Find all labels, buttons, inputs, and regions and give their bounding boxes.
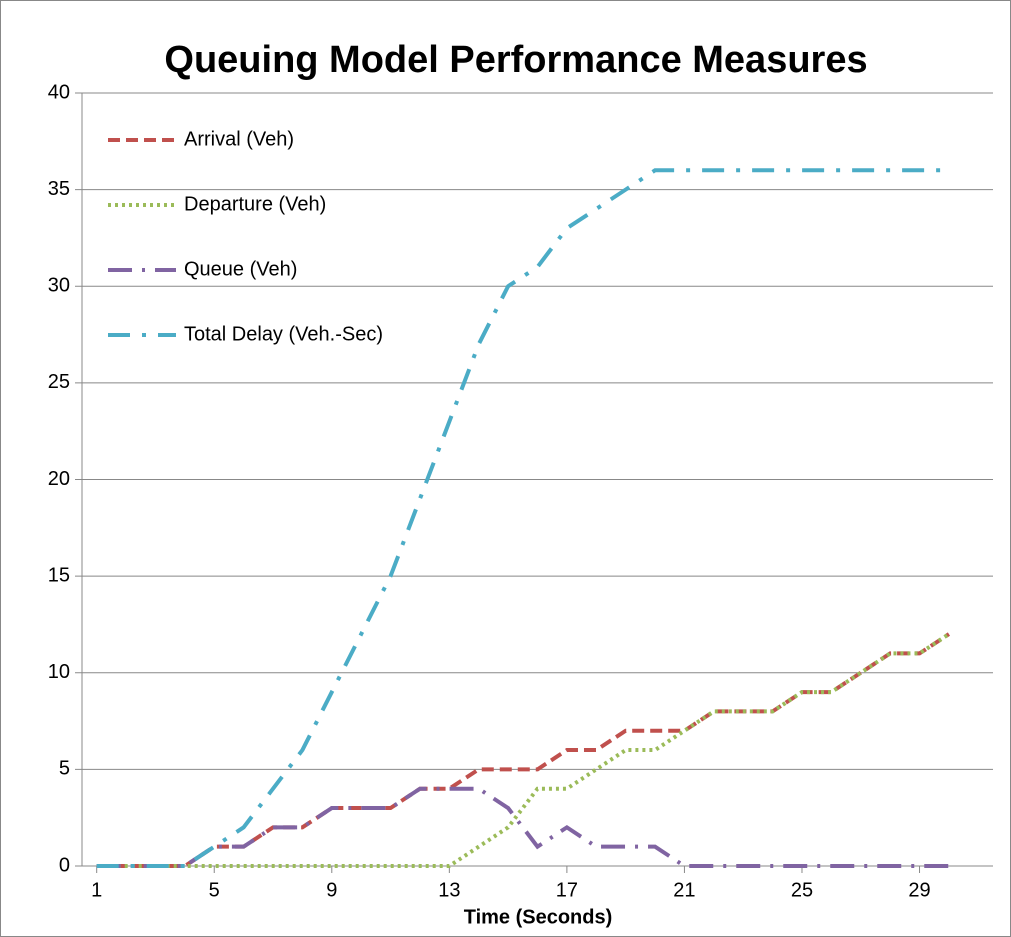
series-line xyxy=(96,786,949,868)
y-tick-label: 25 xyxy=(48,371,70,393)
series-line xyxy=(96,632,951,868)
y-tick-label: 35 xyxy=(48,178,70,200)
y-tick-label: 15 xyxy=(48,564,70,586)
x-tick-label: 25 xyxy=(791,879,813,901)
y-tick-label: 20 xyxy=(48,468,70,490)
y-tick-label: 40 xyxy=(48,81,70,103)
legend-label: Total Delay (Veh.-Sec) xyxy=(184,323,383,345)
y-tick-label: 0 xyxy=(59,854,70,876)
x-tick-label: 13 xyxy=(438,879,460,901)
y-tick-label: 30 xyxy=(48,275,70,297)
legend-label: Departure (Veh) xyxy=(184,193,326,215)
x-tick-label: 17 xyxy=(556,879,578,901)
x-tick-label: 1 xyxy=(91,879,102,901)
x-axis-title: Time (Seconds) xyxy=(464,906,613,928)
legend-label: Arrival (Veh) xyxy=(184,128,294,150)
x-tick-label: 5 xyxy=(209,879,220,901)
x-tick-label: 29 xyxy=(908,879,930,901)
y-tick-label: 5 xyxy=(59,758,70,780)
y-tick-label: 10 xyxy=(48,661,70,683)
x-tick-label: 9 xyxy=(326,879,337,901)
chart-title: Queuing Model Performance Measures xyxy=(164,39,867,81)
series-line xyxy=(96,168,949,868)
legend-label: Queue (Veh) xyxy=(184,258,297,280)
x-tick-label: 21 xyxy=(673,879,695,901)
